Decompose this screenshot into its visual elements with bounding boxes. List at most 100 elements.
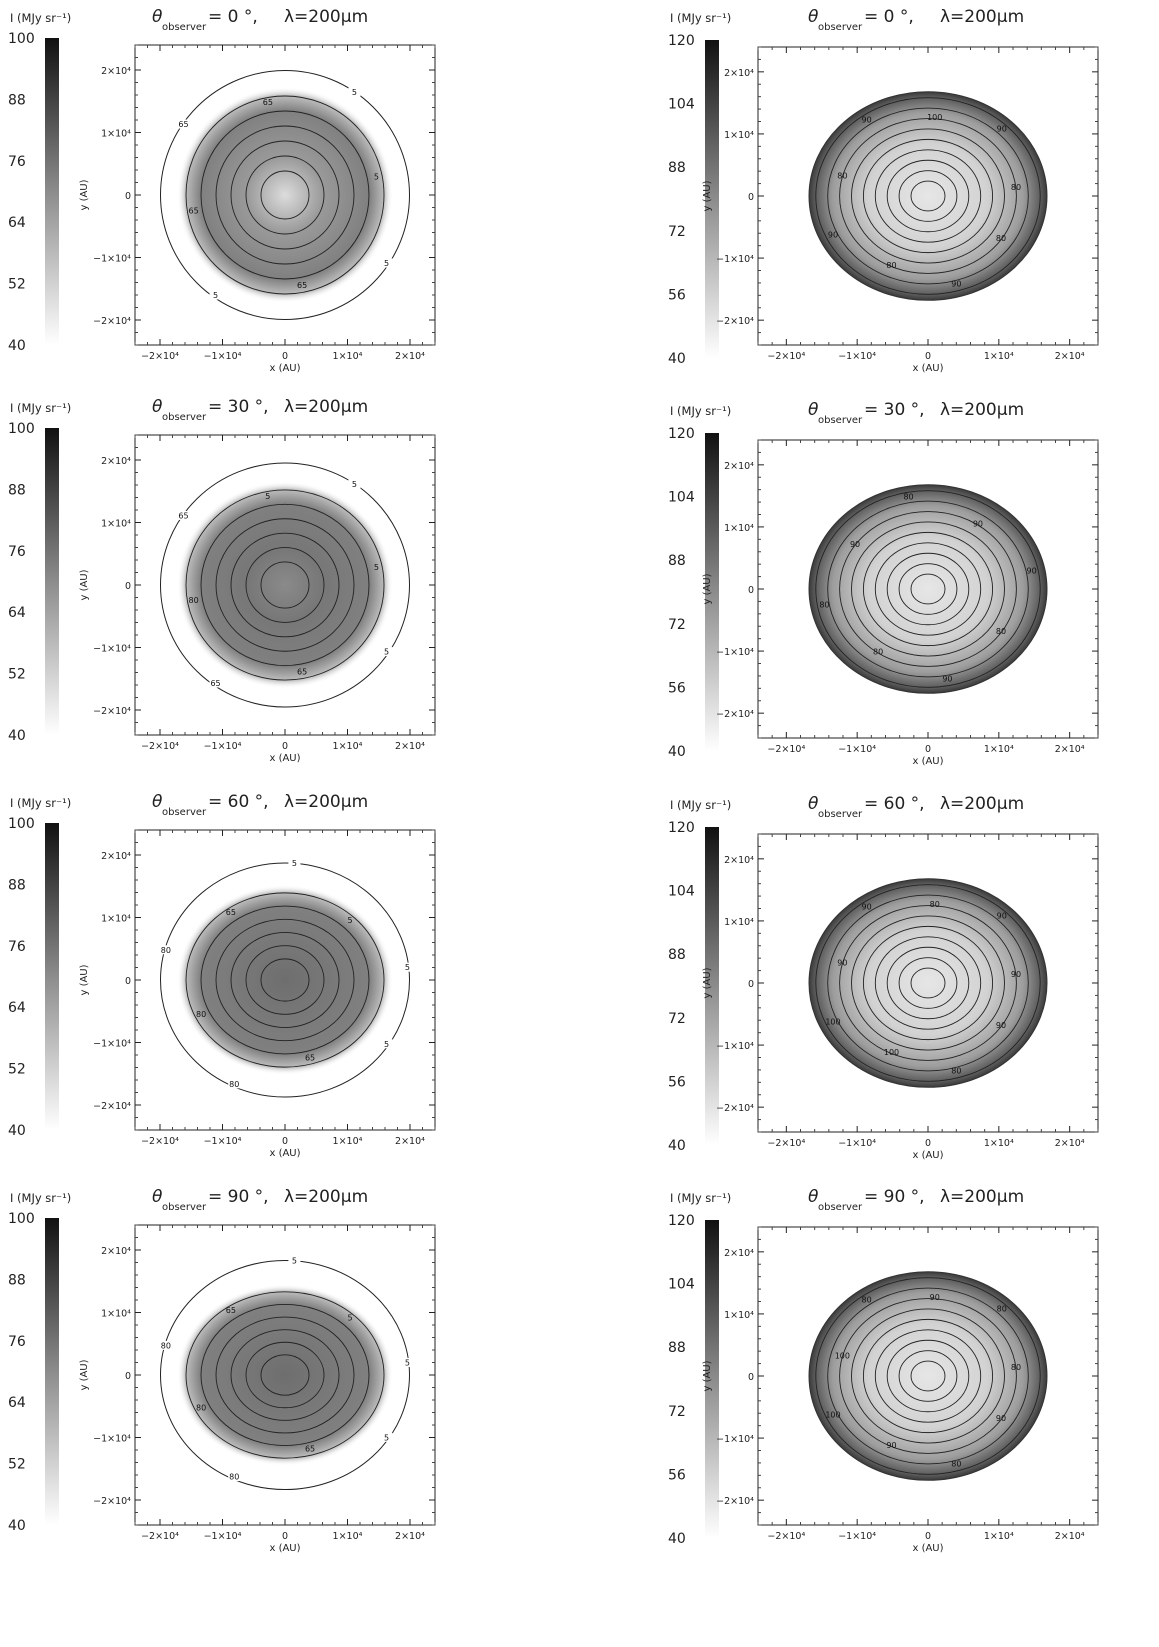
contour-label-bg [380,647,393,657]
colorbar-tick: 72 [668,224,686,240]
x-tick-label: −2×10⁴ [141,1136,179,1147]
contour-label-bg [228,1472,241,1482]
theta-value: = 60 °, [208,792,269,812]
x-tick-label: 0 [282,1531,288,1542]
contour-label: 80 [951,1066,961,1075]
y-tick-label: 2×10⁴ [724,461,754,472]
contour-label: 100 [835,1351,850,1360]
contour-label: 65 [305,1053,315,1062]
y-tick-label: 1×10⁴ [101,1309,131,1320]
contour-label: 65 [189,207,199,216]
contour-label: 80 [996,627,1006,636]
y-tick-label: 1×10⁴ [101,519,131,530]
y-tick-label: 2×10⁴ [101,456,131,467]
contour-label: 5 [384,259,389,268]
contour-label: 80 [189,596,199,605]
contour-line [215,918,355,1042]
x-tick-label: −2×10⁴ [141,1531,179,1542]
colorbar-tick: 56 [668,680,686,696]
y-tick-label: −1×10⁴ [93,254,131,265]
colorbar-tick: 56 [668,1467,686,1483]
panel-right-theta-30: I (MJy sr⁻¹) θ observer = 30 °, λ=200μm 120 10… [660,393,1159,783]
x-tick-label: −2×10⁴ [767,351,805,362]
x-tick-label: 2×10⁴ [1055,1531,1085,1542]
contour-label-bg [288,858,301,868]
contour-label: 5 [347,916,352,925]
y-tick-label: 2×10⁴ [101,851,131,862]
contour-label: 65 [226,1306,236,1315]
contour-line [851,128,1005,264]
contour-line [185,95,385,295]
colorbar-tick: 40 [8,1518,26,1534]
y-tick-label: −1×10⁴ [716,647,754,658]
theta-subscript: observer [162,807,207,818]
colorbar-tick: 120 [668,33,695,49]
contour-label: 5 [347,1314,352,1323]
contour-label: 80 [819,601,829,610]
contour-label: 80 [903,493,913,502]
y-tick-label: −1×10⁴ [93,1039,131,1050]
contour-label-bg [209,290,222,300]
x-tick-label: 1×10⁴ [333,1531,363,1542]
contour-line [200,905,370,1055]
theta-symbol: θ [152,7,163,27]
colorbar-tick: 120 [668,426,695,442]
x-tick-label: 1×10⁴ [984,744,1014,755]
y-tick-label: −2×10⁴ [93,316,131,327]
wavelength: λ=200μm [284,7,368,27]
y-tick-label: −1×10⁴ [93,644,131,655]
theta-subscript: observer [818,809,863,820]
colorbar-tick: 100 [8,421,35,437]
contour-label-bg [177,510,190,520]
contour-line [185,1291,385,1459]
x-tick-label: 1×10⁴ [984,351,1014,362]
contour-line [230,1329,340,1421]
panel-left-theta-30: I (MJy sr⁻¹) θ observer = 30 °, λ=200μm 100 88… [0,390,500,780]
y-tick-label: −1×10⁴ [716,254,754,265]
colorbar-label: I (MJy sr⁻¹) [10,796,71,810]
theta-subscript: observer [818,22,863,33]
colorbar [705,433,719,751]
colorbar-tick: 88 [668,160,686,176]
panel-left-theta-60: I (MJy sr⁻¹) θ observer = 60 °, λ=200μm 100 88… [0,785,500,1175]
colorbar-label: I (MJy sr⁻¹) [670,1191,731,1205]
x-tick-label: −2×10⁴ [141,741,179,752]
colorbar [705,1220,719,1538]
x-tick-label: 1×10⁴ [333,1136,363,1147]
colorbar-tick: 120 [668,1213,695,1229]
contour-line [851,1308,1005,1444]
theta-value: = 90 °, [208,1187,269,1207]
colorbar-tick: 40 [668,1531,686,1547]
wavelength: λ=200μm [284,1187,368,1207]
contour-line [815,97,1041,295]
colorbar [45,823,59,1130]
panel-right-theta-60: I (MJy sr⁻¹) θ observer = 60 °, λ=200μm 120 10… [660,787,1159,1177]
x-axis-label: x (AU) [269,363,300,374]
y-tick-label: 1×10⁴ [101,129,131,140]
x-axis-label: x (AU) [912,756,943,767]
x-tick-label: 1×10⁴ [333,351,363,362]
contour-label: 90 [837,958,847,967]
theta-subscript: observer [162,1202,207,1213]
contour-label: 100 [927,113,942,122]
y-tick-label: 0 [125,581,131,592]
wavelength: λ=200μm [940,794,1024,814]
y-axis-label: y (AU) [702,967,713,998]
contour-line [898,1350,958,1402]
y-tick-label: 1×10⁴ [724,917,754,928]
y-tick-label: 1×10⁴ [101,914,131,925]
x-tick-label: 2×10⁴ [1055,1138,1085,1149]
x-tick-label: 1×10⁴ [333,741,363,752]
theta-subscript: observer [818,1202,863,1213]
colorbar-tick: 64 [8,1395,26,1411]
y-tick-label: −2×10⁴ [93,706,131,717]
contour-line [245,1341,325,1409]
x-tick-label: 2×10⁴ [395,351,425,362]
x-tick-label: −1×10⁴ [204,741,242,752]
